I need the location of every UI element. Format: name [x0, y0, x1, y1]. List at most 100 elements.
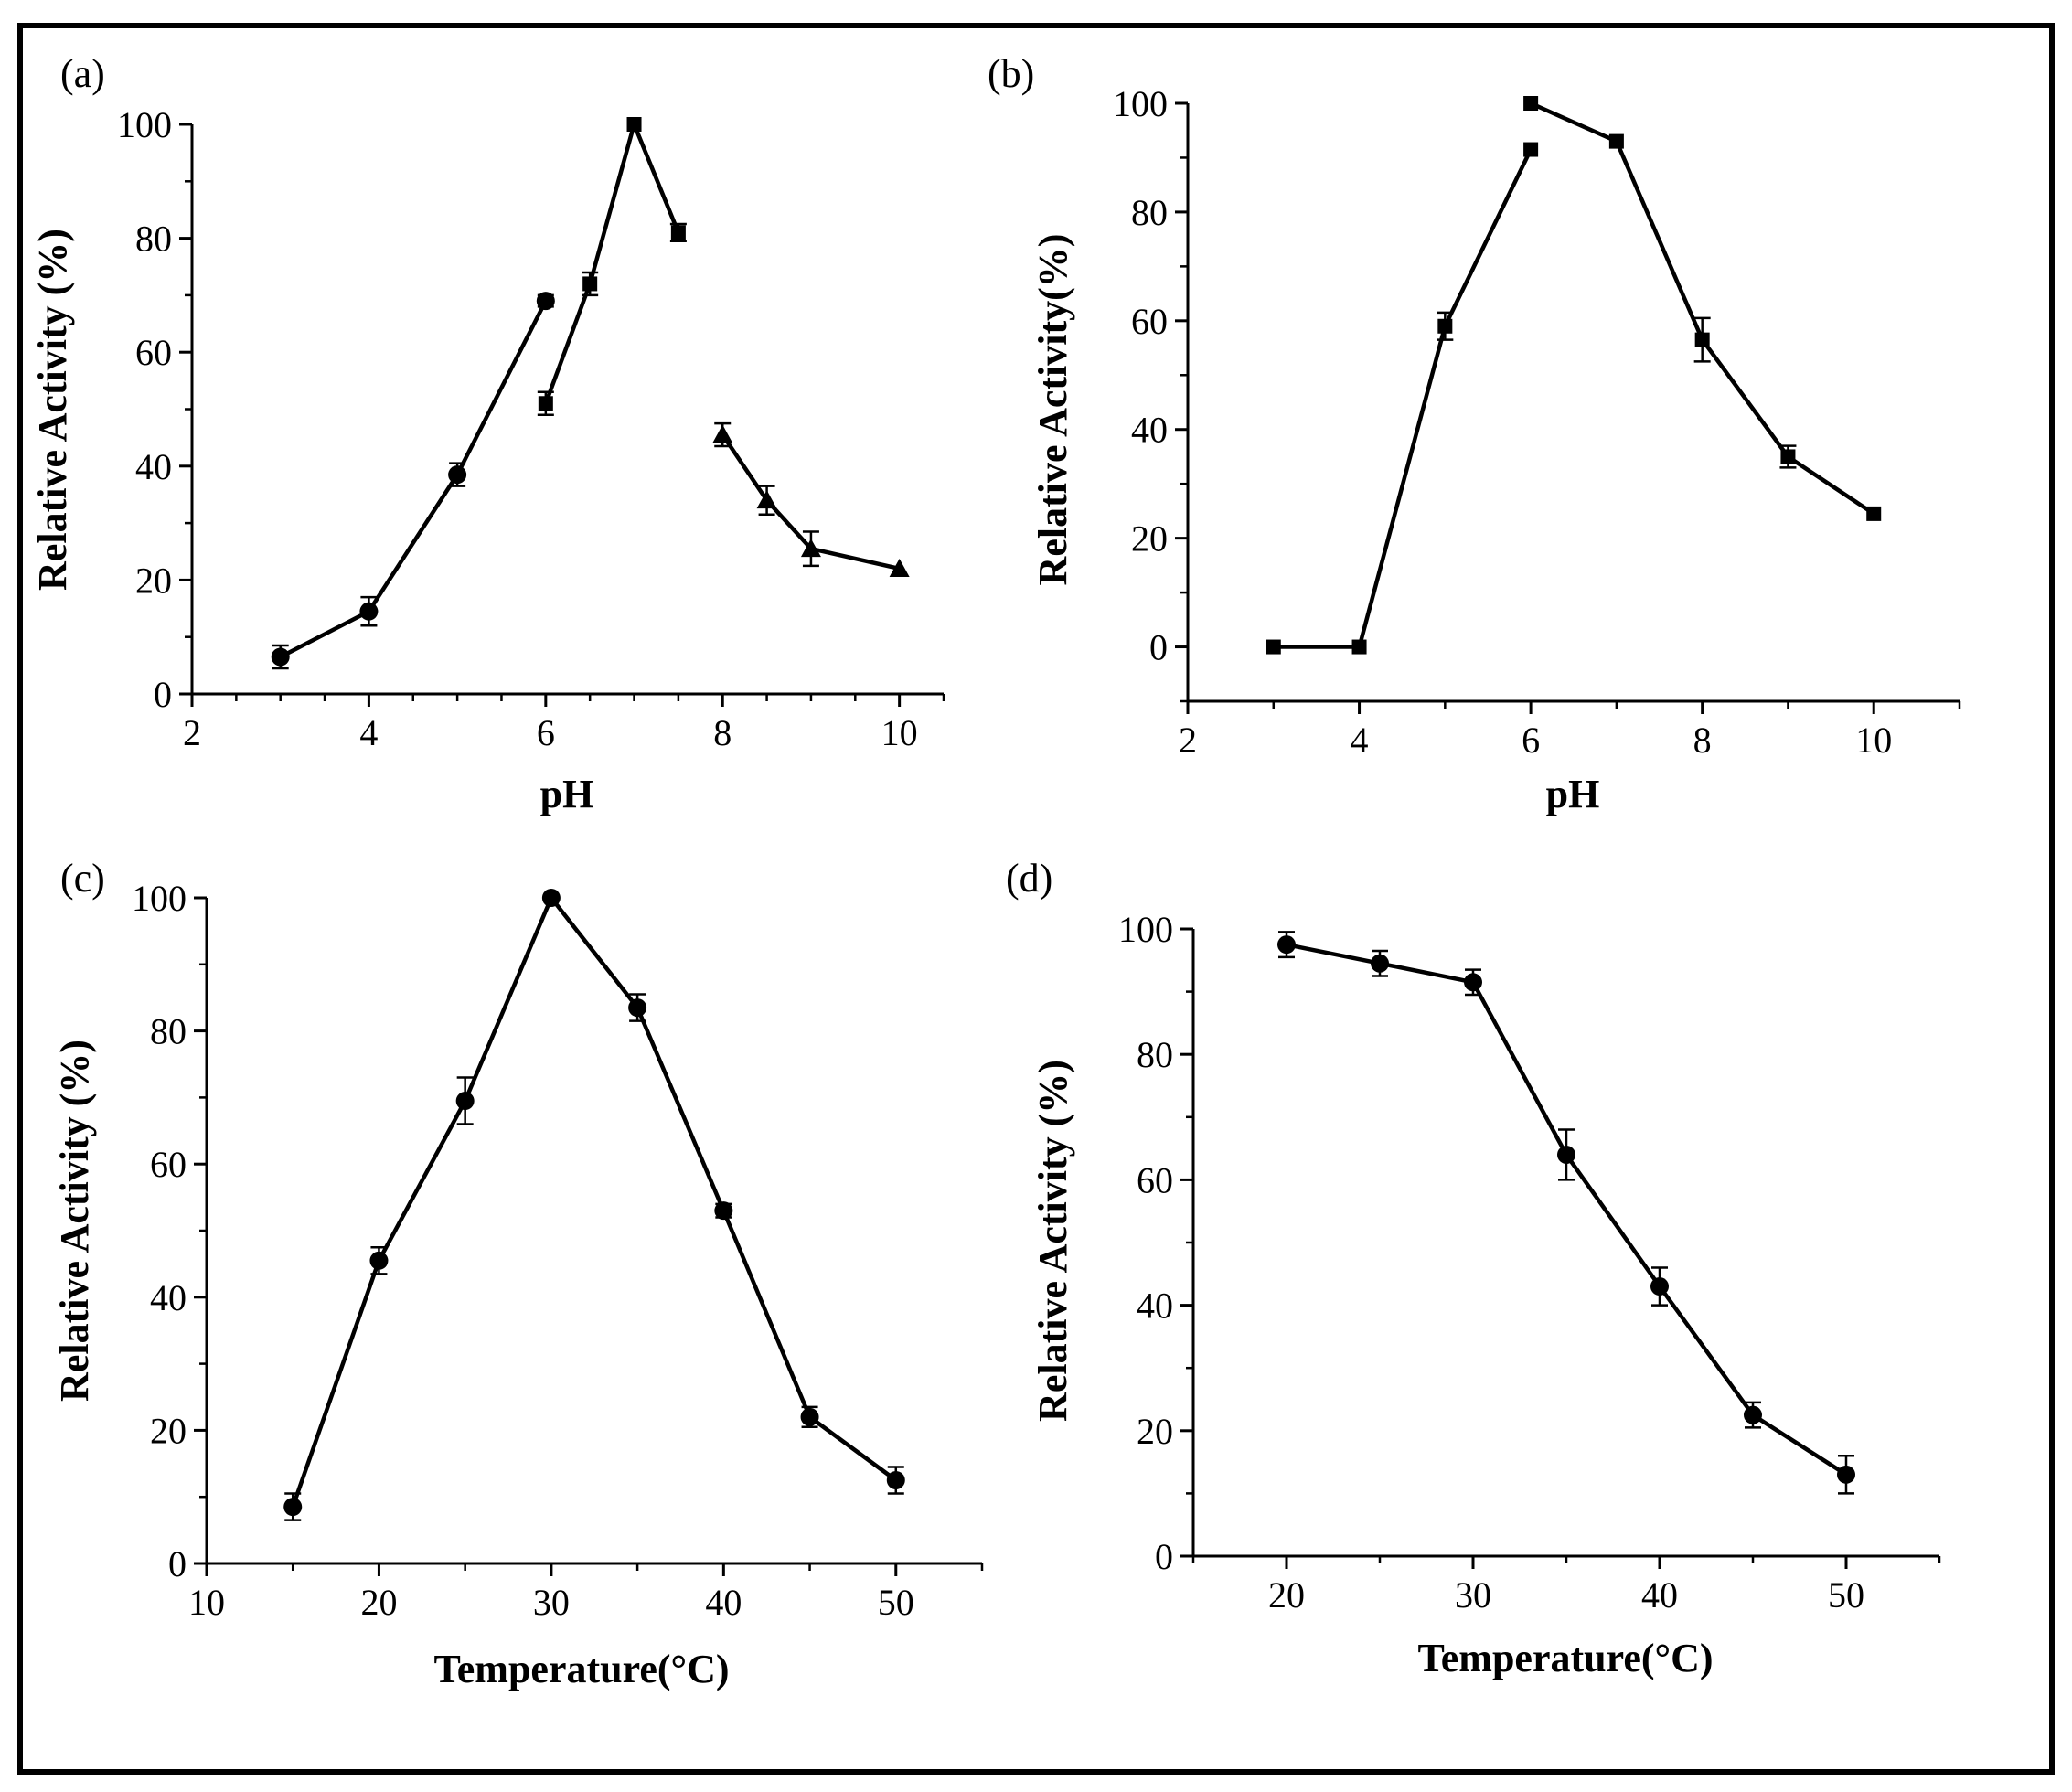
chart4-circle-series-point	[1557, 1145, 1575, 1164]
chart2-y-axis-title: Relative Activity(%)	[1031, 234, 1075, 586]
chart2-square-series-1-point	[1351, 639, 1367, 655]
chart4-circle-series-point	[1650, 1277, 1669, 1296]
chart4-circle-series-point	[1277, 935, 1296, 955]
chart4-circle-series-point	[1464, 973, 1482, 992]
chart1-triangle-series-point	[889, 558, 910, 577]
chart1-circle-series-point	[448, 465, 467, 485]
chart3-y-tick-label: 60	[150, 1144, 187, 1185]
chart3-circle-series-point	[369, 1251, 389, 1270]
chart3-x-tick-label: 20	[360, 1582, 397, 1623]
chart2-square-series-2-point	[1608, 133, 1624, 149]
chart2-y-tick-label: 20	[1131, 518, 1168, 560]
chart2-y-tick-label: 40	[1131, 410, 1168, 451]
chart1-x-axis-title: pH	[540, 772, 594, 816]
chart2-x-tick-label: 2	[1179, 720, 1197, 761]
chart1-y-tick-label: 80	[135, 219, 172, 260]
chart3-circle-series-point	[886, 1471, 905, 1489]
chart3-x-tick-label: 40	[705, 1582, 742, 1623]
chart1-triangle-series-point	[712, 424, 733, 443]
chart1-x-tick-label: 8	[713, 712, 732, 753]
chart4-panel-label: (d)	[1006, 856, 1052, 901]
chart3-circle-series-point	[628, 998, 647, 1018]
chart3-circle-series-point	[800, 1407, 819, 1426]
chart2-x-tick-label: 4	[1351, 720, 1369, 761]
chart1-square-series-line	[543, 122, 680, 405]
chart2-y-tick-label: 100	[1113, 83, 1168, 124]
chart1-x-tick-label: 4	[359, 712, 378, 753]
chart3-circle-series-point	[455, 1092, 475, 1111]
chart2-x-tick-label: 8	[1693, 720, 1712, 761]
chart3-y-tick-label: 40	[150, 1277, 187, 1318]
chart1-square-series-point	[538, 396, 553, 411]
chart2-y-tick-label: 0	[1149, 627, 1168, 668]
chart1-y-axis-title: Relative Activity (%)	[30, 229, 75, 591]
chart4-y-tick-label: 60	[1137, 1159, 1173, 1200]
chart3-y-axis-title: Relative Activity (%)	[52, 1040, 97, 1402]
chart4-x-tick-label: 30	[1455, 1574, 1491, 1616]
chart2-square-series-1-point	[1523, 142, 1539, 157]
chart3-x-tick-label: 50	[878, 1582, 914, 1623]
chart4-circle-series-point	[1744, 1405, 1762, 1424]
chart4-y-tick-label: 20	[1137, 1411, 1173, 1452]
chart4-y-tick-label: 0	[1155, 1536, 1173, 1577]
chart1-circle-series-point	[359, 602, 379, 621]
chart4-x-tick-label: 50	[1828, 1574, 1864, 1616]
chart4-x-tick-label: 40	[1641, 1574, 1678, 1616]
chart1-y-tick-label: 0	[154, 674, 172, 715]
chart3-x-tick-label: 10	[188, 1582, 225, 1623]
chart2-square-series-1-line	[1273, 148, 1533, 649]
chart4-y-tick-label: 100	[1118, 909, 1173, 950]
chart1-circle-series-point	[271, 647, 290, 667]
chart2-square-series-2-line	[1530, 101, 1875, 516]
chart2-square-series-2-point	[1780, 449, 1796, 464]
chart3-circle-series-line	[291, 895, 898, 1508]
chart2-square-series-2-point	[1694, 332, 1710, 347]
chart4-x-axis-title: Temperature(°C)	[1417, 1636, 1713, 1680]
chart4-circle-series-point	[1837, 1465, 1855, 1484]
chart2-y-tick-label: 60	[1131, 301, 1168, 342]
chart4-x-tick-label: 20	[1268, 1574, 1305, 1616]
chart2-square-series-2-point	[1866, 506, 1882, 521]
chart2-panel-label: (b)	[988, 51, 1034, 96]
chart3-circle-series-point	[283, 1498, 303, 1517]
chart1-y-tick-label: 20	[135, 560, 172, 601]
chart4-y-axis-title: Relative Activity (%)	[1031, 1060, 1075, 1422]
chart1-y-tick-label: 60	[135, 332, 172, 373]
chart4-circle-series-line	[1286, 942, 1848, 1477]
chart3-x-axis-title: Temperature(°C)	[433, 1647, 729, 1691]
chart4-y-tick-label: 80	[1137, 1034, 1173, 1075]
chart4-circle-series-point	[1371, 954, 1389, 973]
chart2-square-series-1-point	[1437, 318, 1453, 334]
chart3-y-tick-label: 100	[132, 878, 187, 919]
chart1-x-tick-label: 2	[183, 712, 201, 753]
chart2-y-tick-label: 80	[1131, 192, 1168, 233]
chart1-panel-label: (a)	[60, 51, 105, 96]
chart2-square-series-1-point	[1266, 639, 1281, 655]
figure-border	[17, 23, 2055, 1775]
chart1-x-tick-label: 10	[881, 712, 918, 753]
chart4-y-tick-label: 40	[1137, 1285, 1173, 1327]
chart3-panel-label: (c)	[60, 856, 105, 901]
chart3-circle-series-point	[541, 889, 561, 907]
chart1-y-tick-label: 40	[135, 446, 172, 487]
chart3-y-tick-label: 80	[150, 1011, 187, 1052]
chart1-square-series-point	[582, 276, 598, 292]
chart3-circle-series-point	[714, 1201, 733, 1221]
chart2-x-axis-title: pH	[1546, 772, 1600, 816]
chart3-x-tick-label: 30	[533, 1582, 570, 1623]
chart1-square-series-point	[626, 117, 642, 132]
chart1-circle-series-line	[279, 300, 548, 659]
chart1-triangle-series-line	[721, 433, 901, 571]
chart2-x-tick-label: 10	[1855, 720, 1892, 761]
chart1-triangle-series-point	[800, 539, 821, 558]
chart1-circle-series-point	[536, 292, 555, 311]
chart2-x-tick-label: 6	[1522, 720, 1540, 761]
chart3-y-tick-label: 0	[168, 1543, 187, 1584]
chart1-y-tick-label: 100	[117, 104, 172, 145]
chart3-y-tick-label: 20	[150, 1410, 187, 1451]
chart1-triangle-series-point	[756, 490, 777, 509]
chart2-square-series-2-point	[1523, 96, 1539, 111]
chart1-x-tick-label: 6	[537, 712, 555, 753]
chart1-square-series-point	[670, 225, 686, 240]
